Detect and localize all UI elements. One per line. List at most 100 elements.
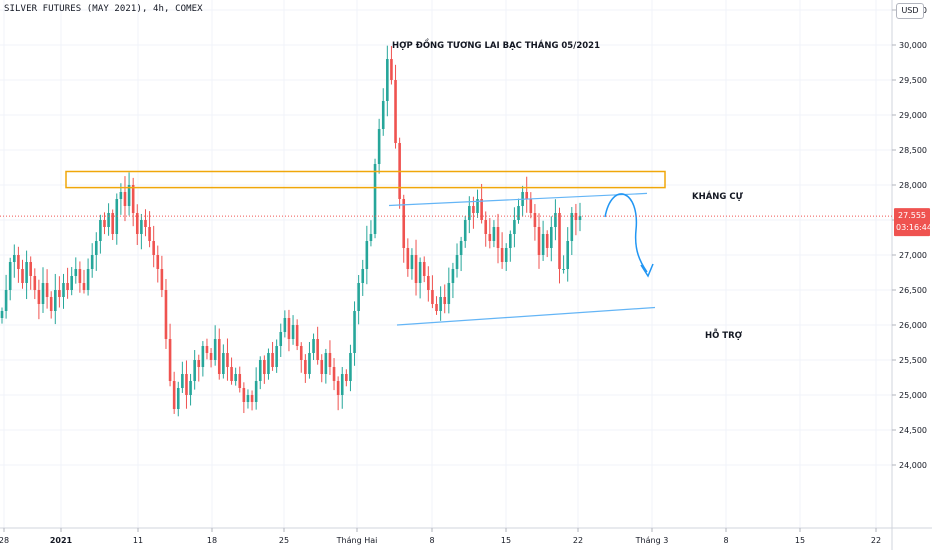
candle — [201, 341, 205, 377]
time-tick-label: 15 — [501, 536, 511, 545]
candle-body — [90, 255, 94, 269]
candle — [53, 273, 57, 325]
candle — [427, 266, 430, 302]
candle-body — [62, 283, 65, 297]
candle-body — [427, 276, 430, 290]
candle — [107, 203, 110, 236]
candle — [353, 301, 356, 366]
candle — [8, 257, 12, 301]
candle-body — [332, 367, 336, 381]
candle-body — [222, 353, 225, 374]
candle-body — [295, 325, 299, 346]
candle — [533, 204, 537, 241]
candle-body — [119, 192, 123, 199]
candle-body — [287, 318, 291, 339]
candle — [406, 238, 410, 277]
candle — [431, 275, 434, 309]
candle-body — [115, 199, 119, 234]
candle — [328, 340, 332, 376]
candle-body — [8, 262, 12, 290]
candle-body — [25, 262, 28, 283]
candle-body — [418, 262, 422, 283]
candle — [222, 344, 225, 379]
currency-badge[interactable]: USD — [896, 3, 924, 19]
candle — [361, 259, 365, 296]
candle — [517, 198, 520, 224]
candle — [525, 176, 529, 213]
candle-body — [12, 255, 16, 262]
candle — [295, 319, 299, 351]
candle-body — [135, 213, 139, 234]
candle-body — [566, 241, 570, 269]
candle — [172, 371, 176, 414]
candle — [492, 220, 496, 248]
candle-body — [451, 269, 455, 283]
candle-body — [144, 220, 147, 227]
candle — [394, 64, 397, 149]
candle-body — [176, 388, 180, 409]
candle — [365, 225, 369, 285]
candle — [140, 213, 143, 250]
candle — [234, 367, 237, 386]
candle — [29, 256, 32, 290]
support-trendline — [396, 306, 656, 326]
candle-body — [513, 220, 516, 234]
time-tick-label: 8 — [723, 536, 728, 545]
candle — [500, 232, 504, 269]
candle — [554, 199, 557, 241]
candle-body — [94, 241, 98, 255]
candle — [144, 209, 147, 237]
candle — [131, 177, 135, 227]
price-tick-label: 25,500 — [899, 356, 927, 365]
candle-body — [304, 360, 307, 374]
candle — [78, 261, 82, 293]
candle — [181, 361, 184, 393]
candle — [377, 118, 381, 174]
last-price-value: 27.555 — [898, 211, 926, 220]
time-tick-label: Tháng 3 — [635, 536, 669, 545]
candle — [304, 354, 307, 383]
price-tick-label: 30,000 — [899, 41, 927, 50]
candle-body — [349, 353, 352, 381]
candle-body — [578, 216, 582, 220]
candle — [209, 348, 213, 368]
candle — [267, 348, 270, 380]
candle-body — [570, 213, 574, 241]
candle-body — [558, 213, 561, 269]
candle — [82, 269, 86, 294]
candle — [86, 258, 90, 296]
candle — [398, 137, 401, 209]
bar-countdown: 03:16:44 — [896, 223, 932, 232]
candle — [468, 196, 471, 234]
candle — [111, 209, 114, 241]
candle — [558, 207, 561, 284]
candle-body — [357, 283, 360, 311]
candle-body — [545, 234, 549, 248]
candle — [521, 185, 524, 217]
candle-body — [156, 255, 160, 269]
candle-body — [361, 269, 365, 283]
candle — [320, 354, 324, 383]
candle-body — [394, 80, 397, 143]
candle-body — [197, 360, 201, 367]
candle-body — [172, 381, 176, 409]
candle-body — [537, 227, 541, 255]
candle-body — [435, 304, 438, 311]
forecast-arrow-head — [640, 263, 654, 278]
candle — [451, 262, 455, 299]
resistance-label: KHÁNG CỰ — [692, 190, 744, 202]
candle — [332, 358, 336, 391]
candle-body — [447, 283, 451, 304]
candle — [246, 389, 250, 409]
candle-body — [66, 283, 69, 290]
candle-body — [533, 213, 537, 227]
candle-body — [0, 311, 4, 318]
price-axis[interactable]: 24,000 24,500 25,000 25,500 26,000 26,500 27,0… — [892, 6, 932, 470]
candle — [62, 273, 65, 309]
time-tick-label: 28 — [0, 536, 9, 545]
price-tick-label: 25,000 — [899, 391, 927, 400]
time-tick-label: 25 — [279, 536, 289, 545]
time-axis[interactable]: 28 2021 11 18 25 Tháng Hai 8 15 22 Tháng 3 8 15 22 — [0, 528, 881, 545]
